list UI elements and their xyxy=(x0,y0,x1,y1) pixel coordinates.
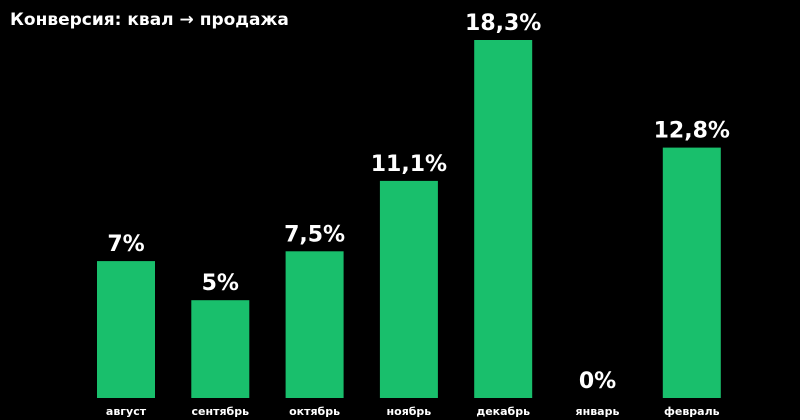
x-tick-label-6: февраль xyxy=(664,405,720,418)
bar-4 xyxy=(474,40,533,398)
x-tick-label-1: сентябрь xyxy=(192,405,250,418)
data-label-5: 0% xyxy=(579,369,616,394)
data-label-2: 7,5% xyxy=(284,222,345,247)
bar-2 xyxy=(285,251,344,398)
bar-6 xyxy=(662,147,721,398)
data-label-1: 5% xyxy=(202,271,239,296)
x-tick-label-2: октябрь xyxy=(289,405,340,418)
x-tick-label-4: декабрь xyxy=(476,405,530,418)
data-label-4: 18,3% xyxy=(465,11,541,36)
chart-title: Конверсия: квал → продажа xyxy=(10,10,289,30)
data-label-0: 7% xyxy=(107,232,144,257)
bar-1 xyxy=(191,300,250,398)
bar-0 xyxy=(97,261,155,398)
data-label-3: 11,1% xyxy=(371,152,447,177)
bar-series xyxy=(97,40,721,398)
x-tick-label-5: январь xyxy=(576,405,620,418)
data-label-6: 12,8% xyxy=(654,119,730,144)
x-axis-tick-labels: август сентябрь октябрь ноябрь декабрь январь… xyxy=(106,405,720,418)
data-labels: 7% 5% 7,5% 11,1% 18,3% 0% 12,8% xyxy=(107,11,730,394)
x-tick-label-0: август xyxy=(106,405,147,418)
bar-3 xyxy=(379,180,438,398)
x-tick-label-3: ноябрь xyxy=(387,405,432,418)
